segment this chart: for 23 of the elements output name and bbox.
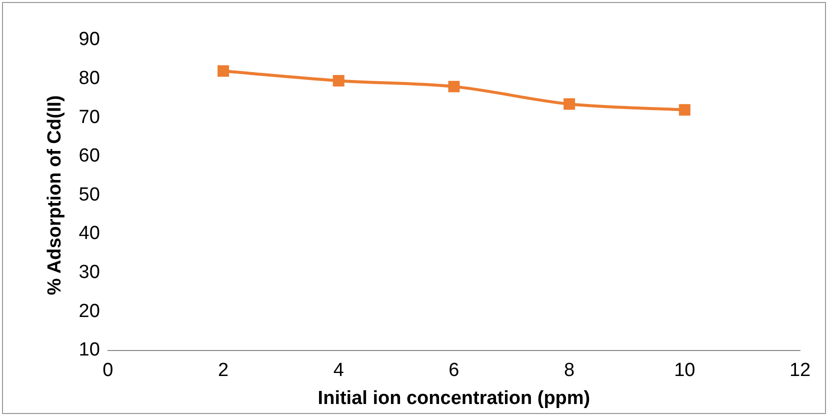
point [332, 75, 344, 86]
y-tick-label: 70 [78, 106, 100, 128]
point [448, 80, 460, 92]
y-axis-title: % Adsorption of Cd(II) [44, 95, 66, 296]
x-axis-title: Initial ion concentration (ppm) [318, 388, 590, 409]
x-tick-label: 4 [333, 360, 344, 382]
x-tick-label: 8 [564, 360, 575, 382]
x-tick-label: 0 [102, 360, 114, 382]
point [678, 104, 690, 116]
y-tick-label: 60 [78, 146, 100, 167]
x-tick-label: 12 [789, 360, 811, 382]
y-tick-label: 90 [78, 29, 100, 50]
y-tick-label: 20 [78, 300, 100, 322]
x-tick-label: 2 [218, 360, 229, 382]
y-tick-label: 80 [78, 68, 100, 90]
x-tick-label: 6 [448, 360, 460, 382]
x-tick-label: 10 [674, 360, 696, 382]
y-tick-label: 10 [78, 340, 100, 361]
point [218, 65, 230, 77]
y-tick-label: 40 [78, 223, 100, 244]
y-tick-label: 30 [78, 262, 100, 284]
point [564, 98, 576, 110]
y-tick-label: 50 [78, 184, 100, 206]
